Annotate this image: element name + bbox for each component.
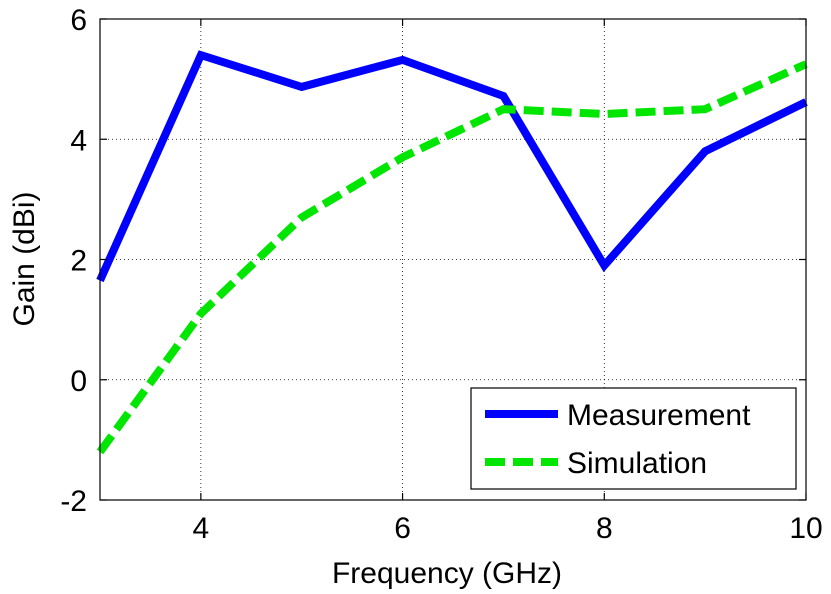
x-tick-label: 4: [193, 512, 210, 545]
y-tick-labels: -2 0 2 4 6: [60, 4, 87, 518]
x-tick-label: 6: [394, 512, 411, 545]
series-line-simulation: [96, 60, 808, 455]
x-tick-label: 8: [596, 512, 613, 545]
y-tick-label: 4: [70, 124, 87, 157]
legend: Measurement Simulation: [470, 387, 797, 490]
series-line-measurement: [96, 50, 808, 283]
x-tick-label: 10: [789, 512, 822, 545]
series-lines: [96, 50, 808, 455]
legend-box: [470, 387, 797, 490]
y-tick-label: 6: [70, 4, 87, 37]
y-tick-label: -2: [60, 485, 87, 518]
axis-ticks: [100, 18, 807, 501]
x-axis-label: Frequency (GHz): [332, 557, 562, 590]
y-tick-label: 2: [70, 245, 87, 278]
y-tick-label: 0: [70, 365, 87, 398]
legend-label-simulation: Simulation: [567, 447, 707, 480]
y-axis-label: Gain (dBi): [8, 191, 41, 326]
x-tick-labels: 4 6 8 10: [193, 512, 823, 545]
legend-label-measurement: Measurement: [567, 399, 751, 432]
